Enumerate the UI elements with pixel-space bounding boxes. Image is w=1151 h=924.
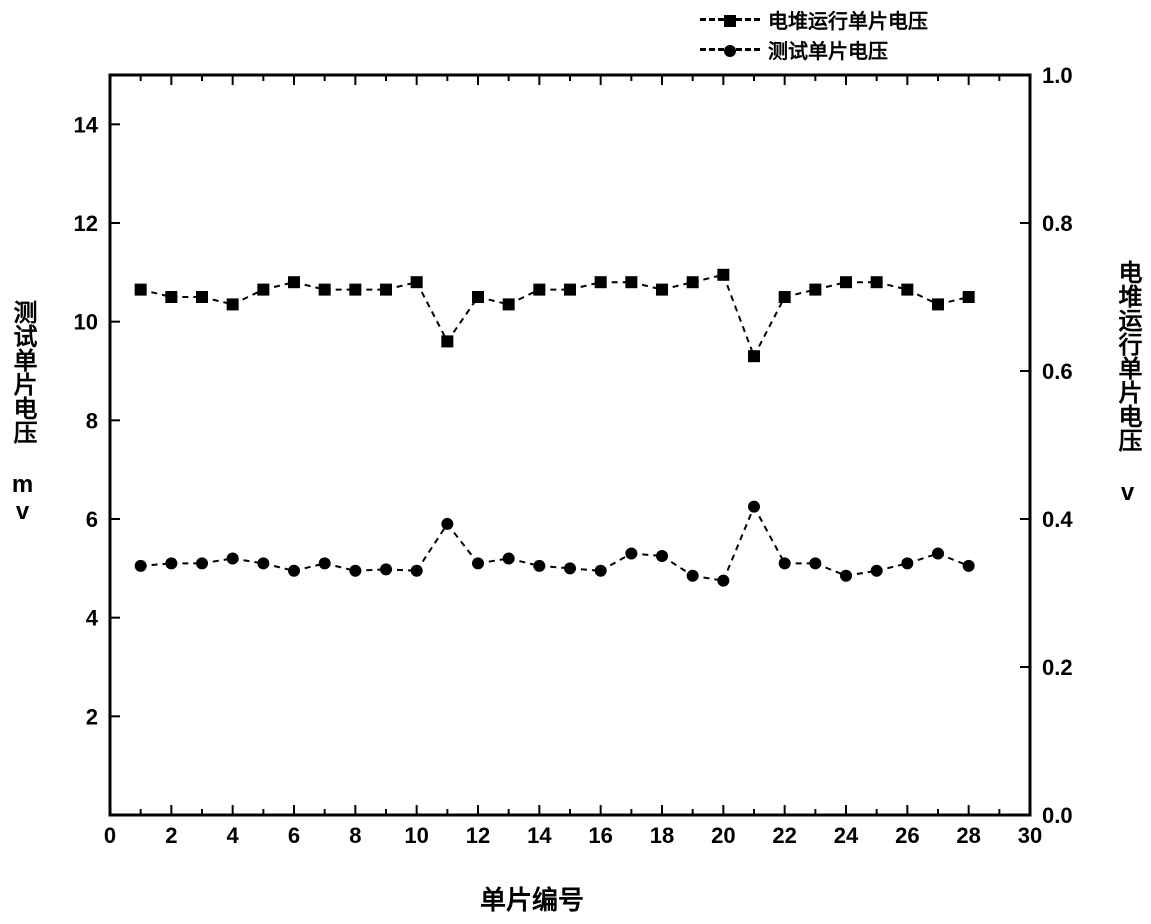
- svg-text:22: 22: [772, 823, 796, 848]
- chart-plot: 02468101214161820222426283024681012140.0…: [0, 0, 1151, 924]
- svg-text:8: 8: [349, 823, 361, 848]
- svg-text:10: 10: [404, 823, 428, 848]
- svg-text:18: 18: [650, 823, 674, 848]
- svg-text:24: 24: [834, 823, 859, 848]
- y-axis-left-label: 测试单片电压 mv: [5, 300, 40, 525]
- svg-text:0.6: 0.6: [1042, 359, 1073, 384]
- svg-text:26: 26: [895, 823, 919, 848]
- svg-text:0.4: 0.4: [1042, 507, 1073, 532]
- svg-text:2: 2: [165, 823, 177, 848]
- svg-text:12: 12: [466, 823, 490, 848]
- svg-text:1.0: 1.0: [1042, 63, 1073, 88]
- svg-text:20: 20: [711, 823, 735, 848]
- svg-text:28: 28: [956, 823, 980, 848]
- svg-text:6: 6: [288, 823, 300, 848]
- svg-text:0.0: 0.0: [1042, 803, 1073, 828]
- x-axis-label: 单片编号: [480, 880, 584, 917]
- svg-text:0.2: 0.2: [1042, 655, 1073, 680]
- svg-text:2: 2: [86, 704, 98, 729]
- svg-text:6: 6: [86, 507, 98, 532]
- svg-text:4: 4: [86, 606, 99, 631]
- svg-text:10: 10: [74, 310, 98, 335]
- svg-text:0.8: 0.8: [1042, 211, 1073, 236]
- svg-text:14: 14: [527, 823, 552, 848]
- y-axis-right-label: 电堆运行单片电压 v: [1110, 260, 1145, 506]
- svg-text:30: 30: [1018, 823, 1042, 848]
- svg-text:14: 14: [74, 112, 99, 137]
- svg-text:0: 0: [104, 823, 116, 848]
- svg-text:16: 16: [588, 823, 612, 848]
- svg-text:8: 8: [86, 408, 98, 433]
- svg-text:4: 4: [227, 823, 240, 848]
- svg-text:12: 12: [74, 211, 98, 236]
